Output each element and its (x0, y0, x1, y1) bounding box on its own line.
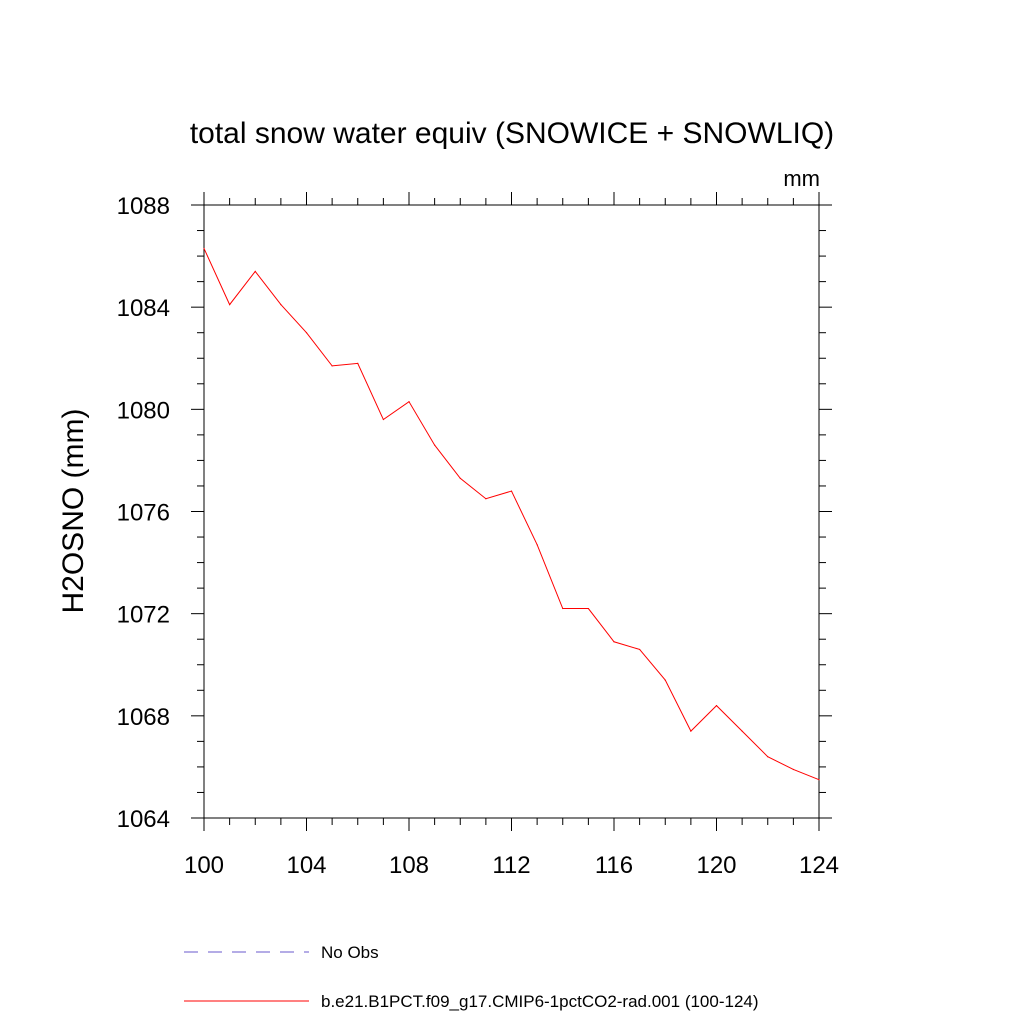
data-point (305, 332, 308, 334)
axis-ticks (191, 192, 832, 831)
data-point (357, 362, 359, 364)
data-point (382, 418, 384, 421)
series-line (203, 248, 820, 781)
x-tick-label: 108 (389, 852, 429, 879)
data-point (536, 544, 538, 546)
data-point (664, 679, 666, 681)
data-point (639, 648, 641, 651)
data-point (434, 444, 436, 446)
x-tick-label: 120 (696, 852, 736, 879)
data-point (767, 756, 769, 758)
legend-label: No Obs (321, 943, 379, 962)
data-point (690, 730, 692, 732)
x-tick-label: 100 (184, 852, 224, 879)
data-point (792, 768, 794, 771)
x-tick-label: 116 (595, 852, 633, 879)
y-tick-label: 1076 (117, 500, 170, 527)
x-tick-label: 124 (799, 852, 839, 879)
data-point (331, 365, 333, 367)
tick-labels: 100 104 108 112 116 120 124 1064 1068 1072 1076 108… (117, 193, 839, 879)
units-label: mm (783, 166, 820, 191)
data-point (408, 401, 410, 403)
y-tick-label: 1068 (117, 704, 170, 731)
legend: No Obs b.e21.B1PCT.f09_g17.CMIP6-1pctCO2-… (184, 943, 759, 1011)
data-point (715, 705, 718, 707)
data-point (485, 498, 487, 500)
y-tick-label: 1072 (117, 602, 170, 629)
y-tick-label: 1080 (117, 397, 170, 424)
data-point (229, 304, 231, 306)
y-axis-label: H2OSNO (mm) (57, 409, 90, 614)
legend-label: b.e21.B1PCT.f09_g17.CMIP6-1pctCO2-rad.00… (321, 992, 759, 1011)
chart-title: total snow water equiv (SNOWICE + SNOWLI… (190, 117, 834, 150)
data-point (280, 304, 282, 306)
y-tick-label: 1088 (117, 193, 170, 220)
y-tick-label: 1064 (117, 806, 170, 833)
data-point (459, 477, 461, 479)
series-layer (203, 247, 820, 781)
data-point (587, 607, 589, 610)
data-point (818, 779, 820, 781)
data-point (510, 490, 513, 492)
data-point (741, 730, 743, 732)
data-point (613, 641, 615, 643)
x-tick-label: 112 (492, 852, 530, 879)
x-tick-label: 104 (286, 852, 326, 879)
plot-frame (203, 204, 820, 819)
data-point (254, 270, 256, 273)
y-tick-label: 1084 (117, 295, 170, 322)
data-point (203, 247, 205, 250)
data-point (562, 607, 564, 610)
